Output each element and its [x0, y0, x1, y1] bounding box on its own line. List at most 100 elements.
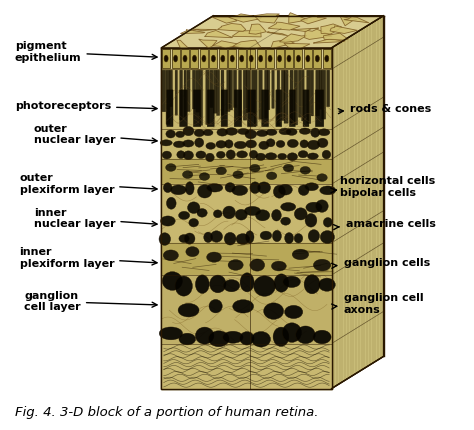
Ellipse shape [162, 272, 182, 290]
Ellipse shape [183, 126, 194, 136]
Ellipse shape [313, 259, 331, 271]
Ellipse shape [203, 129, 213, 136]
Ellipse shape [259, 141, 269, 149]
Ellipse shape [300, 166, 310, 174]
FancyBboxPatch shape [180, 90, 187, 127]
Ellipse shape [266, 172, 277, 180]
Polygon shape [232, 31, 261, 37]
Ellipse shape [319, 278, 335, 291]
Ellipse shape [266, 139, 275, 147]
FancyBboxPatch shape [219, 49, 227, 68]
FancyBboxPatch shape [247, 90, 256, 127]
Ellipse shape [285, 233, 293, 243]
Ellipse shape [232, 185, 247, 196]
Ellipse shape [281, 217, 291, 225]
Ellipse shape [233, 300, 254, 313]
Ellipse shape [192, 55, 197, 62]
FancyBboxPatch shape [246, 70, 250, 113]
Text: outer
plexiform layer: outer plexiform layer [19, 173, 157, 194]
Polygon shape [161, 344, 331, 389]
Text: inner
plexiform layer: inner plexiform layer [19, 247, 157, 269]
Ellipse shape [161, 216, 175, 226]
Ellipse shape [317, 138, 328, 147]
Ellipse shape [166, 197, 176, 209]
FancyBboxPatch shape [180, 70, 182, 120]
Ellipse shape [221, 55, 225, 62]
Ellipse shape [210, 231, 223, 242]
FancyBboxPatch shape [301, 70, 304, 121]
FancyBboxPatch shape [234, 90, 242, 127]
FancyBboxPatch shape [237, 49, 246, 68]
Ellipse shape [216, 141, 227, 148]
Polygon shape [267, 31, 288, 36]
Ellipse shape [173, 55, 178, 62]
Ellipse shape [199, 173, 210, 180]
Ellipse shape [316, 200, 328, 212]
FancyBboxPatch shape [233, 70, 237, 108]
Ellipse shape [195, 327, 214, 344]
Ellipse shape [287, 55, 291, 62]
Polygon shape [199, 39, 217, 48]
Ellipse shape [223, 206, 236, 219]
Ellipse shape [244, 206, 261, 215]
FancyBboxPatch shape [221, 70, 224, 115]
Ellipse shape [256, 130, 268, 136]
Ellipse shape [250, 164, 260, 172]
Polygon shape [233, 40, 261, 49]
Ellipse shape [223, 331, 243, 343]
Ellipse shape [273, 230, 282, 242]
FancyBboxPatch shape [284, 70, 288, 123]
Ellipse shape [320, 186, 336, 195]
Ellipse shape [306, 55, 310, 62]
Ellipse shape [287, 153, 298, 161]
FancyBboxPatch shape [252, 70, 255, 115]
Ellipse shape [277, 55, 282, 62]
Ellipse shape [246, 140, 256, 148]
Ellipse shape [319, 129, 330, 136]
Ellipse shape [159, 327, 182, 340]
Polygon shape [228, 14, 262, 22]
Ellipse shape [236, 233, 250, 245]
FancyBboxPatch shape [272, 70, 274, 108]
FancyBboxPatch shape [311, 70, 314, 116]
Ellipse shape [304, 275, 320, 294]
Ellipse shape [189, 218, 199, 227]
Ellipse shape [177, 151, 185, 159]
Polygon shape [212, 41, 241, 48]
FancyBboxPatch shape [307, 70, 311, 123]
Ellipse shape [298, 185, 309, 196]
FancyBboxPatch shape [196, 70, 200, 112]
Ellipse shape [206, 142, 216, 149]
Text: ganglion cell
axons: ganglion cell axons [332, 293, 423, 314]
FancyBboxPatch shape [315, 90, 324, 127]
FancyBboxPatch shape [294, 70, 298, 125]
FancyBboxPatch shape [316, 70, 319, 116]
Polygon shape [313, 39, 345, 43]
Ellipse shape [264, 303, 283, 319]
FancyBboxPatch shape [282, 70, 285, 120]
Ellipse shape [216, 167, 227, 175]
FancyBboxPatch shape [298, 70, 301, 117]
Ellipse shape [306, 202, 322, 212]
Polygon shape [331, 16, 383, 389]
Ellipse shape [209, 331, 229, 347]
FancyBboxPatch shape [184, 70, 186, 117]
Ellipse shape [250, 259, 264, 271]
Ellipse shape [210, 275, 226, 293]
FancyBboxPatch shape [207, 90, 214, 127]
FancyBboxPatch shape [162, 70, 166, 112]
Polygon shape [279, 34, 307, 42]
FancyBboxPatch shape [285, 49, 293, 68]
Ellipse shape [217, 129, 228, 136]
Ellipse shape [240, 55, 244, 62]
Polygon shape [161, 243, 331, 275]
Ellipse shape [246, 231, 254, 243]
Ellipse shape [305, 183, 319, 190]
Ellipse shape [206, 153, 214, 162]
Ellipse shape [183, 151, 193, 160]
Ellipse shape [300, 140, 309, 148]
Text: ganglion
cell layer: ganglion cell layer [24, 291, 157, 312]
FancyBboxPatch shape [319, 70, 322, 109]
FancyBboxPatch shape [313, 49, 321, 68]
FancyBboxPatch shape [243, 70, 247, 120]
